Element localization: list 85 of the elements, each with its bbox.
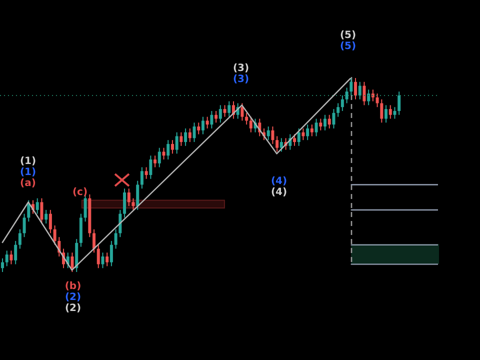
- candlestick: [53, 224, 56, 246]
- candlestick: [376, 93, 379, 108]
- candlestick: [271, 126, 274, 144]
- candlestick: [388, 104, 392, 120]
- candlestick: [310, 124, 314, 137]
- candlestick: [110, 240, 113, 267]
- candlestick: [328, 114, 331, 129]
- candlestick: [297, 128, 300, 146]
- text: (2): [64, 292, 82, 303]
- candlestick: [197, 122, 200, 135]
- candlestick: [336, 102, 340, 118]
- candlestick: [40, 198, 44, 224]
- candlestick: [36, 198, 39, 214]
- candlestick: [188, 128, 192, 143]
- candlestick: [10, 250, 13, 265]
- candlestick: [180, 132, 183, 146]
- candlestick: [162, 147, 166, 160]
- candlestick: [223, 104, 226, 118]
- candlestick: [166, 140, 170, 160]
- annotation: (4): [270, 187, 288, 199]
- candlestick: [393, 106, 396, 120]
- text: (3): [232, 63, 250, 74]
- candlestick: [48, 209, 52, 234]
- candlestick: [106, 252, 109, 267]
- candlestick: [240, 102, 244, 122]
- candlestick: [249, 116, 252, 133]
- candlestick: [306, 124, 310, 141]
- candlestick: [276, 136, 279, 152]
- candlestick: [350, 78, 353, 96]
- candlestick: [158, 147, 161, 168]
- candlestick: [184, 128, 188, 146]
- candlestick: [332, 108, 336, 129]
- annotation: (c): [71, 187, 89, 199]
- text: (2): [64, 303, 82, 315]
- candlestick: [44, 209, 48, 224]
- candlestick: [123, 188, 126, 218]
- candlestick: [22, 213, 26, 238]
- annotation: (4): [270, 176, 288, 187]
- candlestick: [314, 118, 318, 137]
- candlestick: [175, 132, 178, 154]
- candlestick: [96, 244, 100, 269]
- candlestick: [101, 252, 104, 269]
- annotation: (3): [232, 74, 250, 86]
- candlestick: [266, 126, 270, 141]
- annotation: (1): [18, 167, 38, 178]
- candlestick: [293, 134, 296, 146]
- candlestick: [345, 87, 348, 104]
- text: (b): [64, 281, 82, 292]
- candlestick: [319, 118, 322, 131]
- candlestick: [192, 122, 196, 143]
- text: (5): [338, 41, 358, 53]
- candlestick: [280, 138, 283, 152]
- candlestick: [70, 252, 74, 272]
- candlestick: [140, 166, 144, 190]
- candlestick: [362, 81, 366, 106]
- candlestick: [92, 228, 96, 254]
- candlestick: [136, 180, 140, 210]
- candlestick: [358, 81, 362, 100]
- candlestick: [127, 188, 130, 207]
- candlestick: [398, 91, 401, 116]
- text: (5): [338, 30, 358, 41]
- candlestick: [154, 155, 157, 168]
- candlestick: [18, 228, 22, 250]
- candlestick: [14, 240, 18, 265]
- candlestick: [218, 104, 222, 124]
- candlestick: [228, 100, 231, 118]
- candlestick: [324, 114, 327, 131]
- candlestick: [5, 250, 8, 267]
- annotation: (1): [18, 156, 38, 167]
- candlestick: [149, 155, 152, 180]
- candlestick: [206, 116, 209, 129]
- candlestick: [384, 104, 388, 124]
- candlestick: [354, 78, 358, 100]
- candlestick: [170, 140, 174, 154]
- candlestick: [340, 94, 344, 112]
- annotation: (a): [19, 178, 37, 190]
- candlestick: [367, 89, 370, 106]
- candlestick: [132, 198, 135, 210]
- candlestick: [210, 110, 214, 129]
- candlestick: [27, 200, 30, 222]
- candlestick: [114, 228, 118, 250]
- candlestick: [1, 258, 4, 272]
- candlestick: [201, 116, 204, 135]
- candlestick: [380, 98, 384, 124]
- candlestick: [144, 166, 148, 180]
